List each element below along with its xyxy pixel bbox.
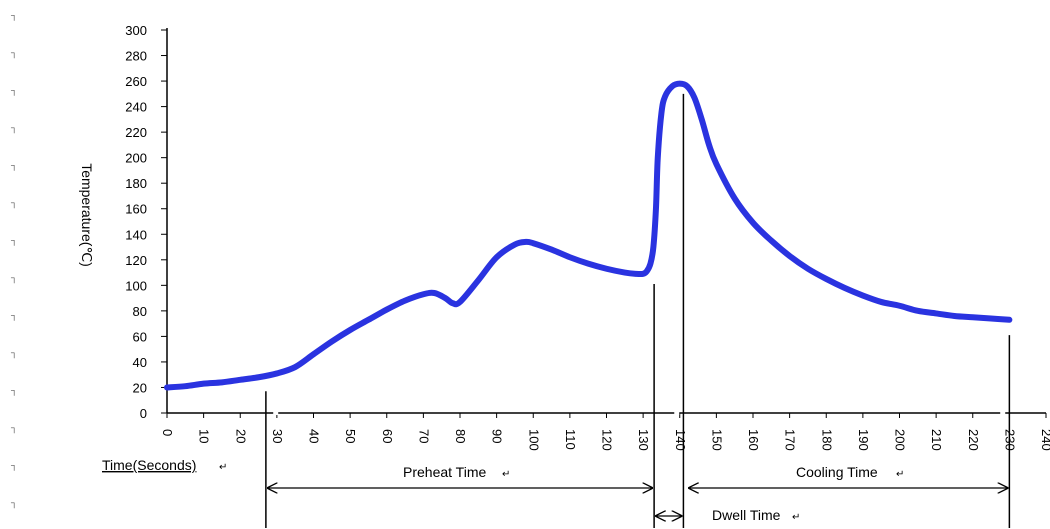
margin-mark: ┐: [11, 498, 17, 509]
x-tick-label: 80: [453, 429, 468, 443]
margin-mark: ┐: [11, 10, 17, 21]
axis-gap: [273, 411, 279, 415]
x-tick-label: 0: [160, 429, 175, 436]
y-tick-label: 220: [125, 125, 147, 140]
x-tick-label: 240: [1039, 429, 1050, 451]
x-tick-label: 220: [966, 429, 981, 451]
x-tick-label: 70: [416, 429, 431, 443]
y-tick-label: 180: [125, 176, 147, 191]
return-mark: ↵: [502, 469, 510, 480]
axis-gap: [674, 411, 680, 415]
y-tick-label: 20: [133, 380, 147, 395]
margin-mark: ┐: [11, 348, 17, 359]
phase-markers: ↵ ↵ ↵: [265, 93, 1011, 528]
cooling-time-label: Cooling Time: [796, 464, 878, 480]
y-tick-label: 0: [140, 406, 147, 421]
margin-mark: ┐: [11, 460, 17, 471]
margin-marks: ┐ ┐ ┐ ┐ ┐ ┐ ┐ ┐ ┐ ┐ ┐ ┐ ┐ ┐: [11, 10, 17, 509]
x-tick-label: 110: [563, 429, 578, 450]
y-tick-label: 260: [125, 74, 147, 89]
x-tick-label: 210: [929, 429, 944, 451]
return-mark: ↵: [219, 462, 227, 473]
margin-mark: ┐: [11, 85, 17, 96]
y-tick-label: 60: [133, 329, 147, 344]
margin-mark: ┐: [11, 423, 17, 434]
x-tick-label: 60: [380, 429, 395, 443]
y-tick-label: 100: [125, 278, 147, 293]
x-axis-ticks: 0 10 20 30 40 50 60 70 80 90 100 110 120 130 140 150 160…: [160, 413, 1050, 451]
y-tick-label: 160: [125, 202, 147, 217]
dwell-time-label: Dwell Time: [712, 507, 781, 523]
margin-mark: ┐: [11, 160, 17, 171]
x-tick-label: 30: [270, 429, 285, 443]
x-tick-label: 10: [197, 429, 212, 443]
return-mark: ↵: [896, 469, 904, 480]
x-tick-label: 190: [856, 429, 871, 451]
y-tick-label: 280: [125, 49, 147, 64]
margin-mark: ┐: [11, 123, 17, 134]
x-tick-label: 170: [783, 429, 798, 451]
x-tick-label: 180: [819, 429, 834, 451]
margin-mark: ┐: [11, 385, 17, 396]
axis-gap: [1000, 411, 1006, 415]
y-axis-ticks: 0 20 40 60 80 100 120 140 160 180 200 220 240 260 280 3…: [125, 23, 167, 421]
x-tick-label: 50: [343, 429, 358, 443]
x-tick-label: 150: [709, 429, 724, 451]
x-tick-label: 200: [893, 429, 908, 451]
y-tick-label: 40: [133, 355, 147, 370]
y-tick-label: 120: [125, 253, 147, 268]
y-tick-label: 200: [125, 151, 147, 166]
margin-mark: ┐: [11, 273, 17, 284]
x-tick-label: 20: [233, 429, 248, 443]
x-tick-label: 140: [673, 429, 688, 451]
y-tick-label: 140: [125, 227, 147, 242]
x-tick-label: 120: [600, 429, 615, 451]
margin-mark: ┐: [11, 48, 17, 59]
y-tick-label: 300: [125, 23, 147, 38]
x-tick-label: 130: [636, 429, 651, 451]
temperature-series-line: [164, 80, 1013, 391]
y-tick-label: 240: [125, 100, 147, 115]
margin-mark: ┐: [11, 235, 17, 246]
x-tick-label: 90: [490, 429, 505, 443]
x-tick-label: 40: [307, 429, 322, 443]
x-tick-label: 100: [526, 429, 541, 451]
margin-mark: ┐: [11, 198, 17, 209]
x-tick-label: 160: [746, 429, 761, 451]
margin-mark: ┐: [11, 310, 17, 321]
preheat-time-label: Preheat Time: [403, 464, 486, 480]
x-axis-title: Time(Seconds): [102, 457, 196, 473]
y-tick-label: 80: [133, 304, 147, 319]
return-mark: ↵: [792, 512, 800, 523]
y-axis-title: Temperature(℃): [79, 163, 95, 267]
